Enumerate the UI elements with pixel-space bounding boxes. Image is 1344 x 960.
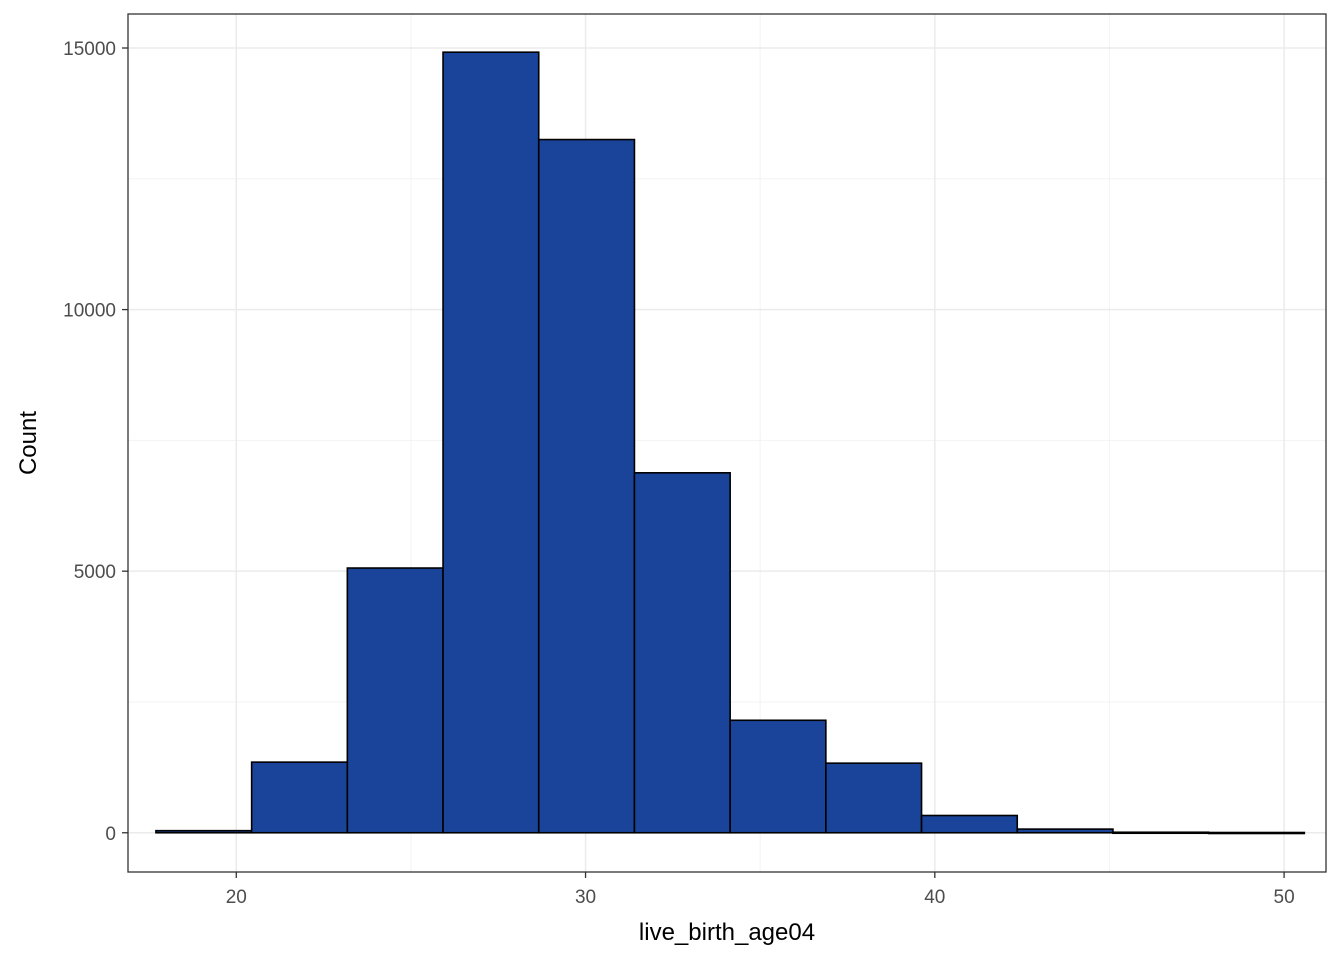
- x-tick-label: 20: [226, 887, 247, 908]
- x-tick-label: 30: [575, 887, 596, 908]
- y-tick-label: 0: [105, 824, 116, 845]
- histogram-bar: [1016, 828, 1114, 834]
- x-axis: 20 30 40 50: [226, 872, 1295, 908]
- histogram-bar: [633, 472, 731, 834]
- histogram-bar: [250, 761, 349, 834]
- y-axis-title: Count: [15, 411, 42, 475]
- y-tick-label: 15000: [63, 39, 116, 60]
- histogram-bar: [1207, 831, 1306, 835]
- histogram-bar: [920, 814, 1019, 834]
- histogram-bars: [155, 51, 1306, 835]
- histogram-bar: [825, 762, 923, 834]
- x-tick-label: 50: [1274, 887, 1295, 908]
- panel-border: [127, 13, 1327, 873]
- y-axis: 0 5000 10000 15000: [63, 39, 128, 845]
- histogram-bar: [442, 51, 540, 834]
- y-tick-label: 5000: [74, 562, 116, 583]
- x-tick-label: 40: [924, 887, 945, 908]
- y-tick-label: 10000: [63, 301, 116, 322]
- x-axis-title: live_birth_age04: [639, 919, 815, 946]
- histogram-bar: [537, 138, 636, 834]
- histogram-bar: [346, 567, 444, 834]
- histogram-bar: [155, 829, 253, 834]
- histogram-bar: [729, 719, 827, 834]
- histogram-bar: [1112, 831, 1210, 835]
